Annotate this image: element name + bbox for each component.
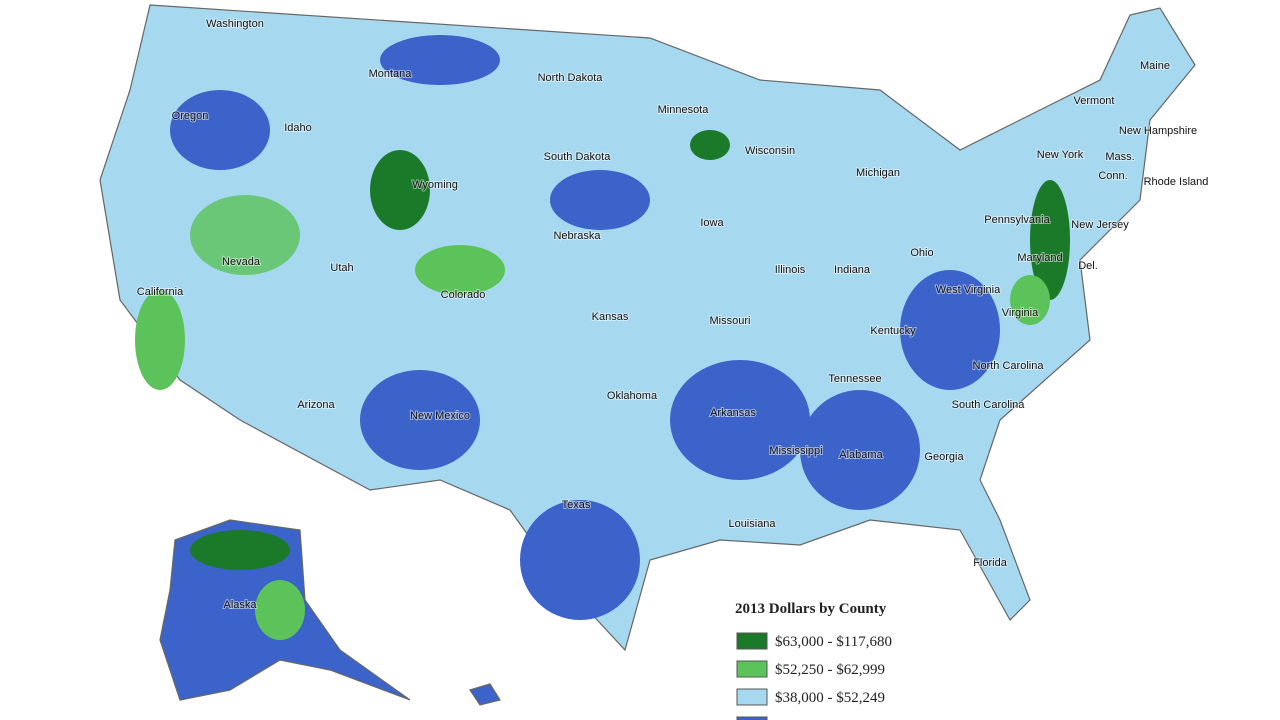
legend-swatch (736, 688, 768, 706)
state-label: Missouri (710, 315, 751, 327)
state-label: Vermont (1074, 95, 1115, 107)
patch (690, 130, 730, 160)
legend-label: $63,000 - $117,680 (775, 634, 892, 650)
state-label: Oklahoma (607, 390, 658, 402)
state-label: New Jersey (1071, 219, 1129, 231)
patch (380, 35, 500, 85)
patch (670, 360, 810, 480)
state-label: Maryland (1017, 252, 1062, 264)
state-label: New Mexico (410, 410, 470, 422)
county-patches (135, 35, 1070, 640)
legend-swatch (736, 660, 768, 678)
patch (1010, 275, 1050, 325)
hawaii (469, 683, 501, 706)
patch (360, 370, 480, 470)
state-label: Iowa (700, 217, 724, 229)
patch (190, 195, 300, 275)
state-labels: Washington Montana North Dakota Minnesota Ma… (136, 17, 1210, 612)
state-label: Arkansas (710, 407, 756, 419)
state-label: Alaska (223, 599, 257, 611)
state-label: Maine (1140, 60, 1170, 72)
legend-swatch (736, 632, 768, 650)
state-label: Nevada (222, 256, 261, 268)
state-label: South Dakota (544, 151, 612, 163)
state-label: Wyoming (412, 179, 458, 191)
state-label: Texas (562, 499, 591, 511)
patch (1030, 180, 1070, 300)
state-label: Mississippi (769, 445, 822, 457)
state-label: Pennsylvania (984, 214, 1050, 226)
patch (370, 150, 430, 230)
state-label: Rhode Island (1144, 176, 1209, 188)
patch (415, 245, 505, 295)
patch (900, 270, 1000, 390)
state-label: Michigan (856, 167, 900, 179)
state-label: Tennessee (828, 373, 881, 385)
state-label: Illinois (775, 264, 806, 276)
legend-label: $52,250 - $62,999 (775, 662, 885, 678)
state-label: Alabama (839, 449, 883, 461)
state-label: Kentucky (870, 325, 916, 337)
legend-label: $38,000 - $52,249 (775, 690, 885, 706)
patch (170, 90, 270, 170)
state-label: North Carolina (973, 360, 1045, 372)
state-label: New York (1037, 149, 1084, 161)
state-label: South Carolina (952, 399, 1026, 411)
state-label: Oregon (172, 110, 209, 122)
state-label: New Hampshire (1119, 125, 1197, 137)
state-label: West Virginia (936, 284, 1001, 296)
legend: $63,000 - $117,680 $52,250 - $62,999 $38,0… (736, 632, 892, 720)
legend-title: 2013 Dollars by County (735, 601, 887, 617)
patch (800, 390, 920, 510)
state-label: Kansas (592, 311, 629, 323)
state-label: Florida (973, 557, 1008, 569)
patch (135, 290, 185, 390)
state-label: Colorado (441, 289, 486, 301)
state-label: Conn. (1098, 170, 1127, 182)
state-label: Louisiana (728, 518, 776, 530)
state-label: California (137, 286, 184, 298)
state-label: North Dakota (538, 72, 604, 84)
patch (190, 530, 290, 570)
state-label: Arizona (297, 399, 335, 411)
conus (99, 4, 1196, 652)
state-label: Indiana (834, 264, 871, 276)
state-label: Nebraska (553, 230, 601, 242)
state-label: Del. (1078, 260, 1098, 272)
state-label: Georgia (924, 451, 964, 463)
state-label: Montana (369, 68, 413, 80)
patch (550, 170, 650, 230)
state-label: Washington (206, 18, 264, 30)
state-label: Minnesota (658, 104, 710, 116)
patch (520, 500, 640, 620)
state-label: Virginia (1002, 307, 1039, 319)
state-label: Ohio (910, 247, 933, 259)
legend-swatch (736, 716, 768, 720)
state-label: Idaho (284, 122, 312, 134)
state-label: Mass. (1105, 151, 1134, 163)
state-label: Utah (330, 262, 353, 274)
patch (255, 580, 305, 640)
state-label: Wisconsin (745, 145, 795, 157)
